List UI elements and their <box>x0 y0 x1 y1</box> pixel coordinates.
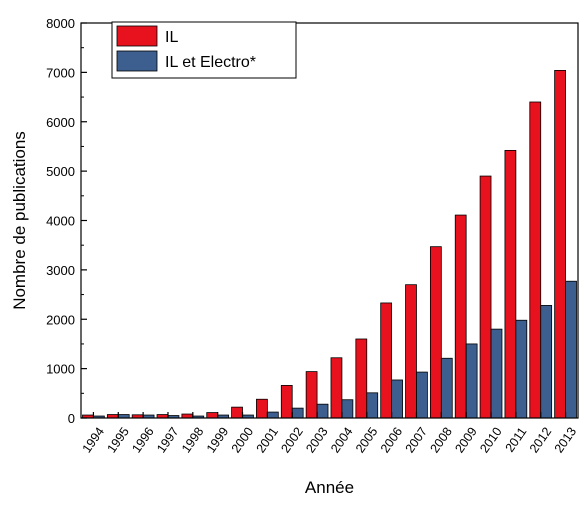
bar-il-electro-2008 <box>440 357 453 419</box>
legend: IL IL et Electro* <box>111 21 297 79</box>
bar-il-2011 <box>504 149 517 419</box>
x-tick-label: 2013 <box>552 425 579 456</box>
plot-frame <box>80 22 579 419</box>
bar-il-electro-2010 <box>490 328 503 419</box>
bar-il-electro-2006 <box>391 379 403 419</box>
x-tick-label: 1998 <box>179 425 206 456</box>
x-tick-label: 2010 <box>477 425 504 456</box>
bars-layer <box>82 70 577 419</box>
x-tick-label: 2004 <box>328 425 355 456</box>
y-tick-label: 6000 <box>46 115 75 130</box>
x-tick-label: 2001 <box>254 425 281 456</box>
bar-il-electro-2001 <box>266 411 279 419</box>
y-tick-label: 3000 <box>46 263 75 278</box>
x-tick-label: 2003 <box>303 425 330 456</box>
bar-il-electro-2004 <box>341 399 354 419</box>
bar-il-2012 <box>529 101 542 419</box>
bar-il-electro-2007 <box>416 371 428 419</box>
bar-il-electro-2011 <box>515 319 528 419</box>
x-tick-label: 1999 <box>204 425 231 456</box>
x-tick-label: 2002 <box>278 425 305 456</box>
x-tick-label: 2012 <box>527 425 554 456</box>
bar-il-2006 <box>380 302 393 419</box>
bar-il-2007 <box>405 284 417 419</box>
bar-il-2010 <box>479 175 492 419</box>
bar-il-2005 <box>355 338 368 419</box>
y-tick-label: 7000 <box>46 65 75 80</box>
bar-il-electro-2009 <box>465 343 478 419</box>
x-tick-label: 2009 <box>452 425 479 456</box>
bar-il-2013 <box>554 70 566 419</box>
x-tick-label: 2005 <box>353 425 380 456</box>
x-tick-label: 2007 <box>403 425 430 456</box>
bar-il-2009 <box>454 214 467 419</box>
bar-il-2008 <box>429 246 442 419</box>
bar-il-electro-2013 <box>565 280 577 419</box>
bar-il-2001 <box>256 398 268 419</box>
y-tick-label: 8000 <box>46 16 75 31</box>
y-axis-label: Nombre de publications <box>10 131 29 310</box>
legend-label: IL et Electro* <box>165 54 256 71</box>
y-tick-label: 2000 <box>46 312 75 327</box>
x-tick-label: 1996 <box>129 425 156 456</box>
legend-swatch <box>116 50 158 72</box>
bar-il-2004 <box>330 357 343 419</box>
y-tick-label: 5000 <box>46 164 75 179</box>
bar-il-2002 <box>280 385 293 419</box>
x-axis-label: Année <box>305 478 354 497</box>
bar-il-electro-2003 <box>316 403 329 419</box>
y-tick-label: 1000 <box>46 362 75 377</box>
bar-il-1999 <box>206 412 219 419</box>
legend-label: IL <box>165 29 178 46</box>
bar-il-2003 <box>305 371 318 419</box>
x-tick-label: 2011 <box>503 425 530 455</box>
y-tick-label: 0 <box>68 411 75 426</box>
x-tick-label: 2008 <box>428 425 455 456</box>
legend-swatch <box>116 25 158 47</box>
x-tick-label: 2006 <box>378 425 405 456</box>
x-tick-label: 1994 <box>80 425 107 456</box>
x-tick-label: 1997 <box>154 425 181 456</box>
x-tick-label: 1995 <box>104 425 131 456</box>
x-tick-label: 2000 <box>229 425 256 456</box>
bar-il-electro-2002 <box>291 407 304 419</box>
bar-il-electro-2012 <box>540 305 553 419</box>
bar-il-2000 <box>231 406 243 419</box>
bar-il-electro-2005 <box>366 392 379 419</box>
y-tick-label: 4000 <box>46 214 75 229</box>
y-axis: 0 1000 2000 3000 4000 5000 6000 7000 8000 <box>46 16 87 426</box>
